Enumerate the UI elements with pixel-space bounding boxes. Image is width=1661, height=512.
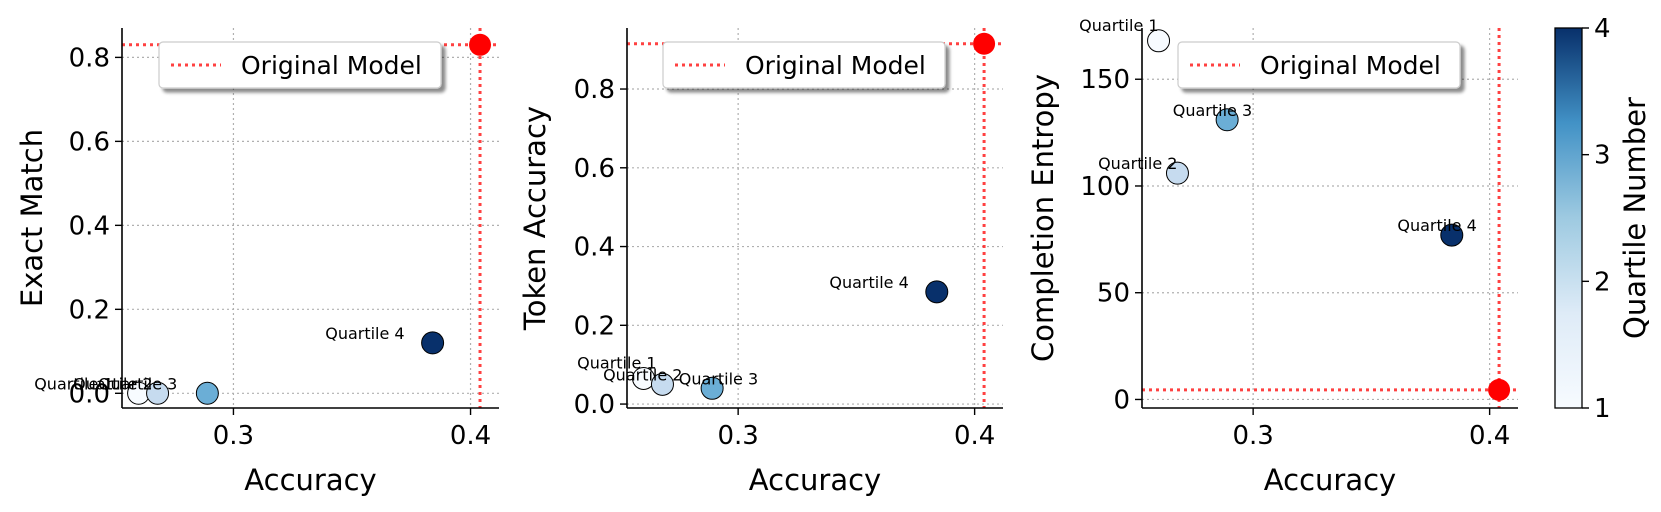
y-tick-label: 0.6 [69, 127, 110, 157]
x-axis-label: Accuracy [749, 463, 881, 497]
y-tick-label: 0.8 [574, 75, 615, 105]
y-tick-label: 0.0 [574, 390, 615, 420]
quartile-4-point [925, 280, 949, 304]
y-axis-label: Token Accuracy [518, 106, 552, 331]
colorbar-tick-label: 2 [1594, 267, 1611, 297]
x-tick-label: 0.3 [717, 421, 758, 451]
x-axis-label: Accuracy [1264, 463, 1396, 497]
legend-label: Original Model [745, 51, 926, 80]
quartile-4-point [421, 331, 445, 355]
colorbar-tick-label: 4 [1594, 14, 1611, 44]
y-axis-label: Completion Entropy [1026, 74, 1060, 362]
quartile-4-label: Quartile 4 [829, 273, 908, 292]
legend: Original Model [1177, 41, 1461, 89]
quartile-3-label: Quartile 3 [679, 369, 758, 388]
quartile-4-label: Quartile 4 [325, 324, 404, 343]
quartile-2-point [1165, 161, 1189, 185]
quartile-3-label: Quartile 3 [98, 374, 177, 393]
quartile-2-point [146, 381, 170, 405]
legend: Original Model [158, 41, 442, 89]
legend-label: Original Model [241, 51, 422, 80]
colorbar-label: Quartile Number [1618, 97, 1652, 339]
x-tick-label: 0.4 [954, 421, 995, 451]
quartile-2-label: Quartile 2 [1098, 154, 1177, 173]
original-model-point [469, 33, 492, 56]
colorbar-gradient [1554, 27, 1583, 409]
x-tick-label: 0.4 [450, 421, 491, 451]
quartile-3-point [700, 376, 724, 400]
panel-1: 0.3 0.4 0.0 0.2 0.4 0.6 0.8 Accuracy Exact Match… [15, 28, 499, 497]
quartile-1-label: Quartile 1 [1079, 16, 1158, 35]
panel-2: 0.3 0.4 0.0 0.2 0.4 0.6 0.8 Accuracy Token Accur… [518, 28, 1003, 497]
x-axis-label: Accuracy [244, 463, 376, 497]
y-tick-label: 0.6 [574, 154, 615, 184]
quartile-2-label: Quartile 2 [603, 365, 682, 384]
panel-3: 0.3 0.4 0 50 100 150 Accuracy Completion Entrop… [1026, 16, 1518, 497]
legend: Original Model [662, 41, 946, 89]
quartile-1-point [1147, 29, 1171, 53]
legend-box [158, 41, 442, 89]
quartile-3-label: Quartile 3 [1173, 101, 1252, 120]
y-axis-label: Exact Match [15, 129, 49, 307]
x-tick-label: 0.4 [1469, 421, 1510, 451]
quartile-3-point [195, 381, 219, 405]
y-tick-label: 0.4 [574, 233, 615, 263]
y-tick-label: 100 [1080, 172, 1130, 202]
legend-label: Original Model [1260, 51, 1441, 80]
original-model-point [1488, 378, 1511, 401]
original-model-point [973, 32, 996, 55]
legend-box [662, 41, 946, 89]
quartile-2-label: Quartile 2 [73, 374, 152, 393]
quartile-4-label: Quartile 4 [1397, 216, 1476, 235]
x-tick-label: 0.3 [213, 421, 254, 451]
x-tick-label: 0.3 [1232, 421, 1273, 451]
quartile-3-point [1215, 108, 1239, 132]
colorbar-tick-label: 1 [1594, 394, 1611, 424]
y-tick-label: 0 [1113, 385, 1130, 415]
y-tick-label: 0.8 [69, 43, 110, 73]
y-tick-label: 50 [1097, 279, 1130, 309]
y-tick-label: 0.4 [69, 211, 110, 241]
quartile-1-label: Quartile 1 [34, 374, 113, 393]
colorbar: 1 2 3 4 Quartile Number [1554, 14, 1652, 424]
legend-box [1177, 41, 1461, 89]
y-tick-label: 0.2 [69, 295, 110, 325]
y-tick-label: 0.2 [574, 311, 615, 341]
y-tick-label: 150 [1080, 65, 1130, 95]
quartile-4-point [1440, 223, 1464, 247]
y-tick-label: 0.0 [69, 379, 110, 409]
colorbar-tick-label: 3 [1594, 141, 1611, 171]
quartile-2-point [650, 372, 674, 396]
quartile-1-label: Quartile 1 [577, 353, 656, 372]
